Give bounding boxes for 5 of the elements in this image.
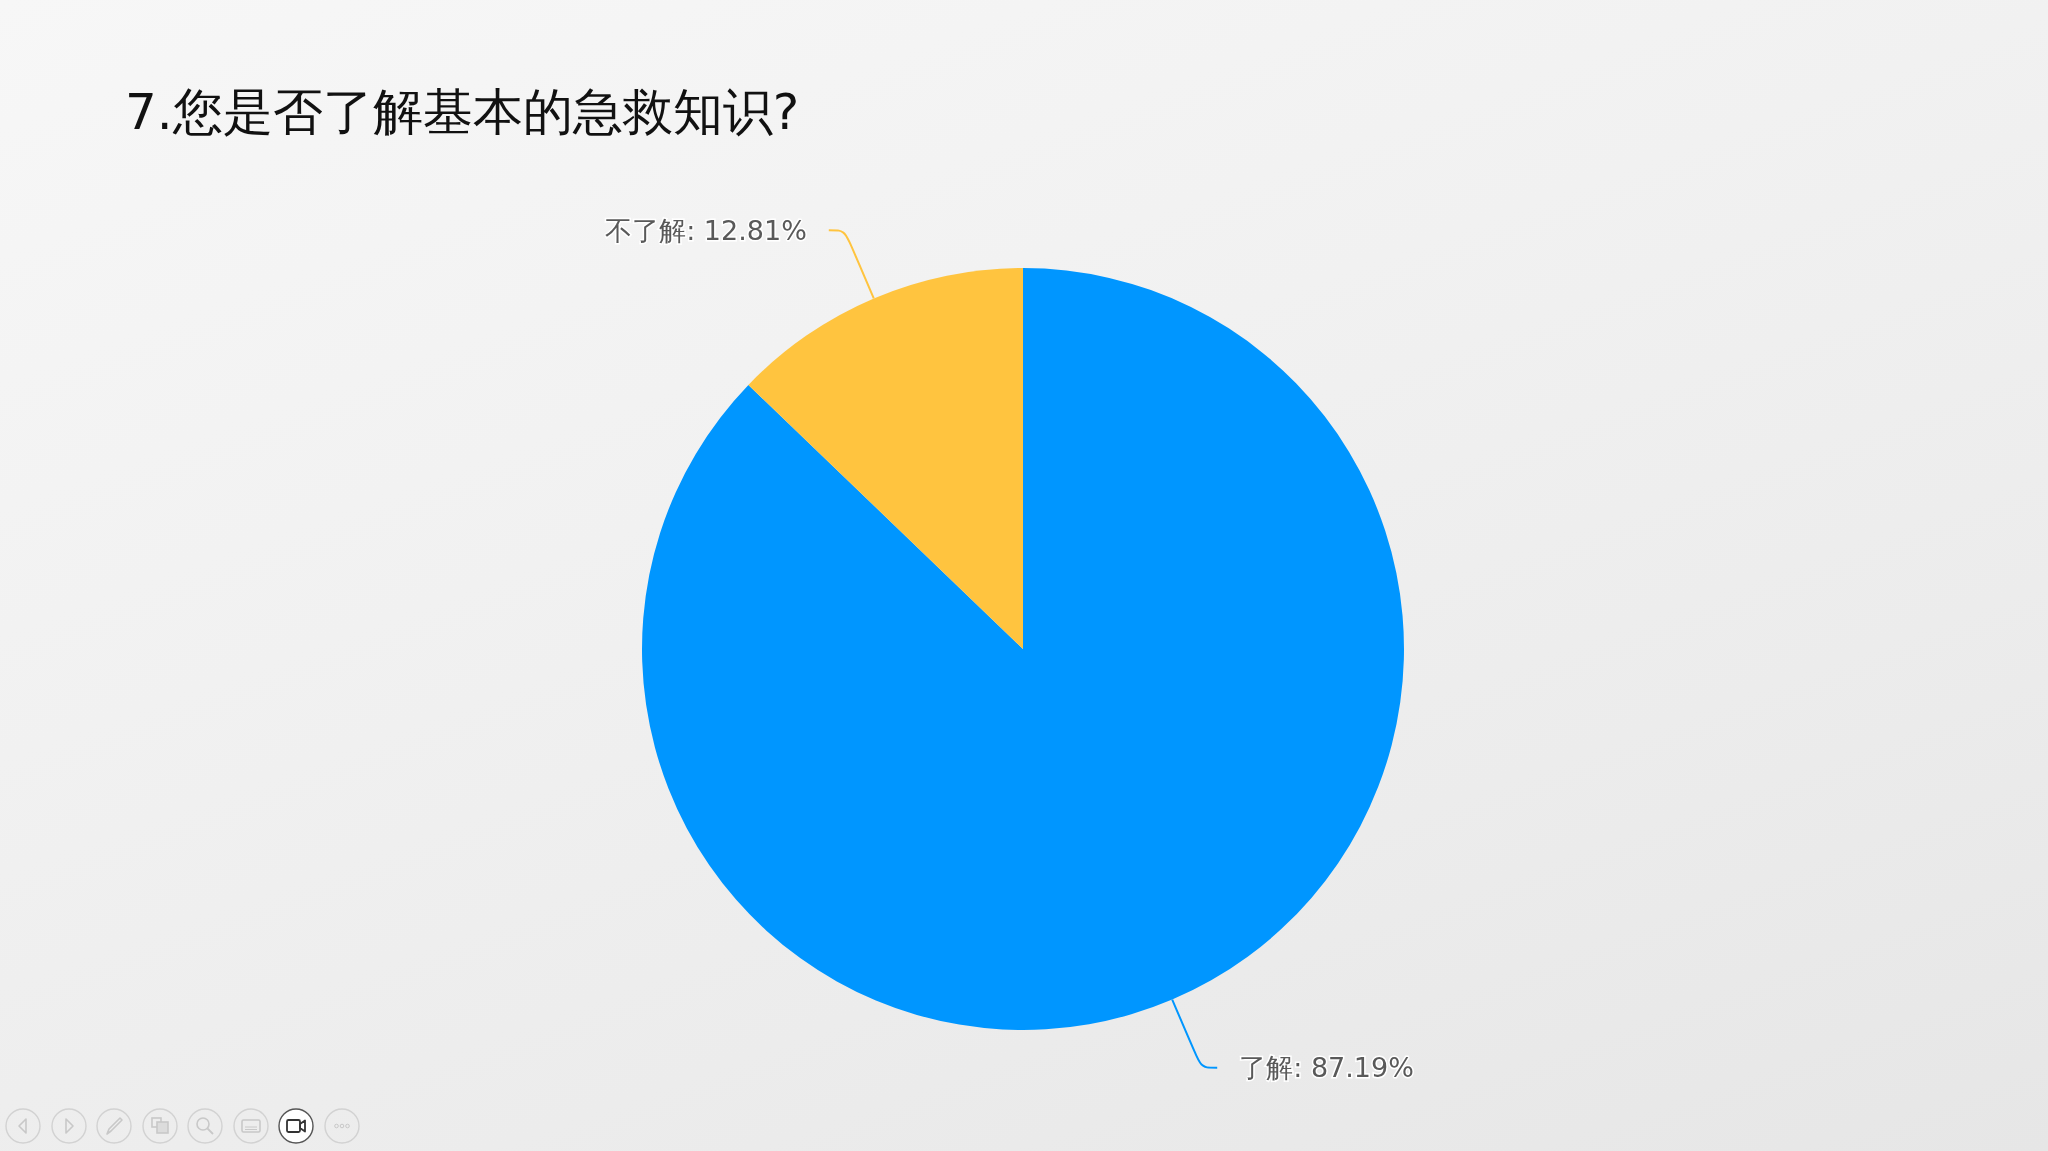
slice-label: 了解 [1239,1052,1294,1084]
data-label: : 87.19% [1293,1052,1414,1084]
data-label: : 12.81% [686,214,807,246]
slice-label: 不了解 [605,214,687,246]
chart-title: 7.您是否了解基本的急救知识? [125,83,800,141]
